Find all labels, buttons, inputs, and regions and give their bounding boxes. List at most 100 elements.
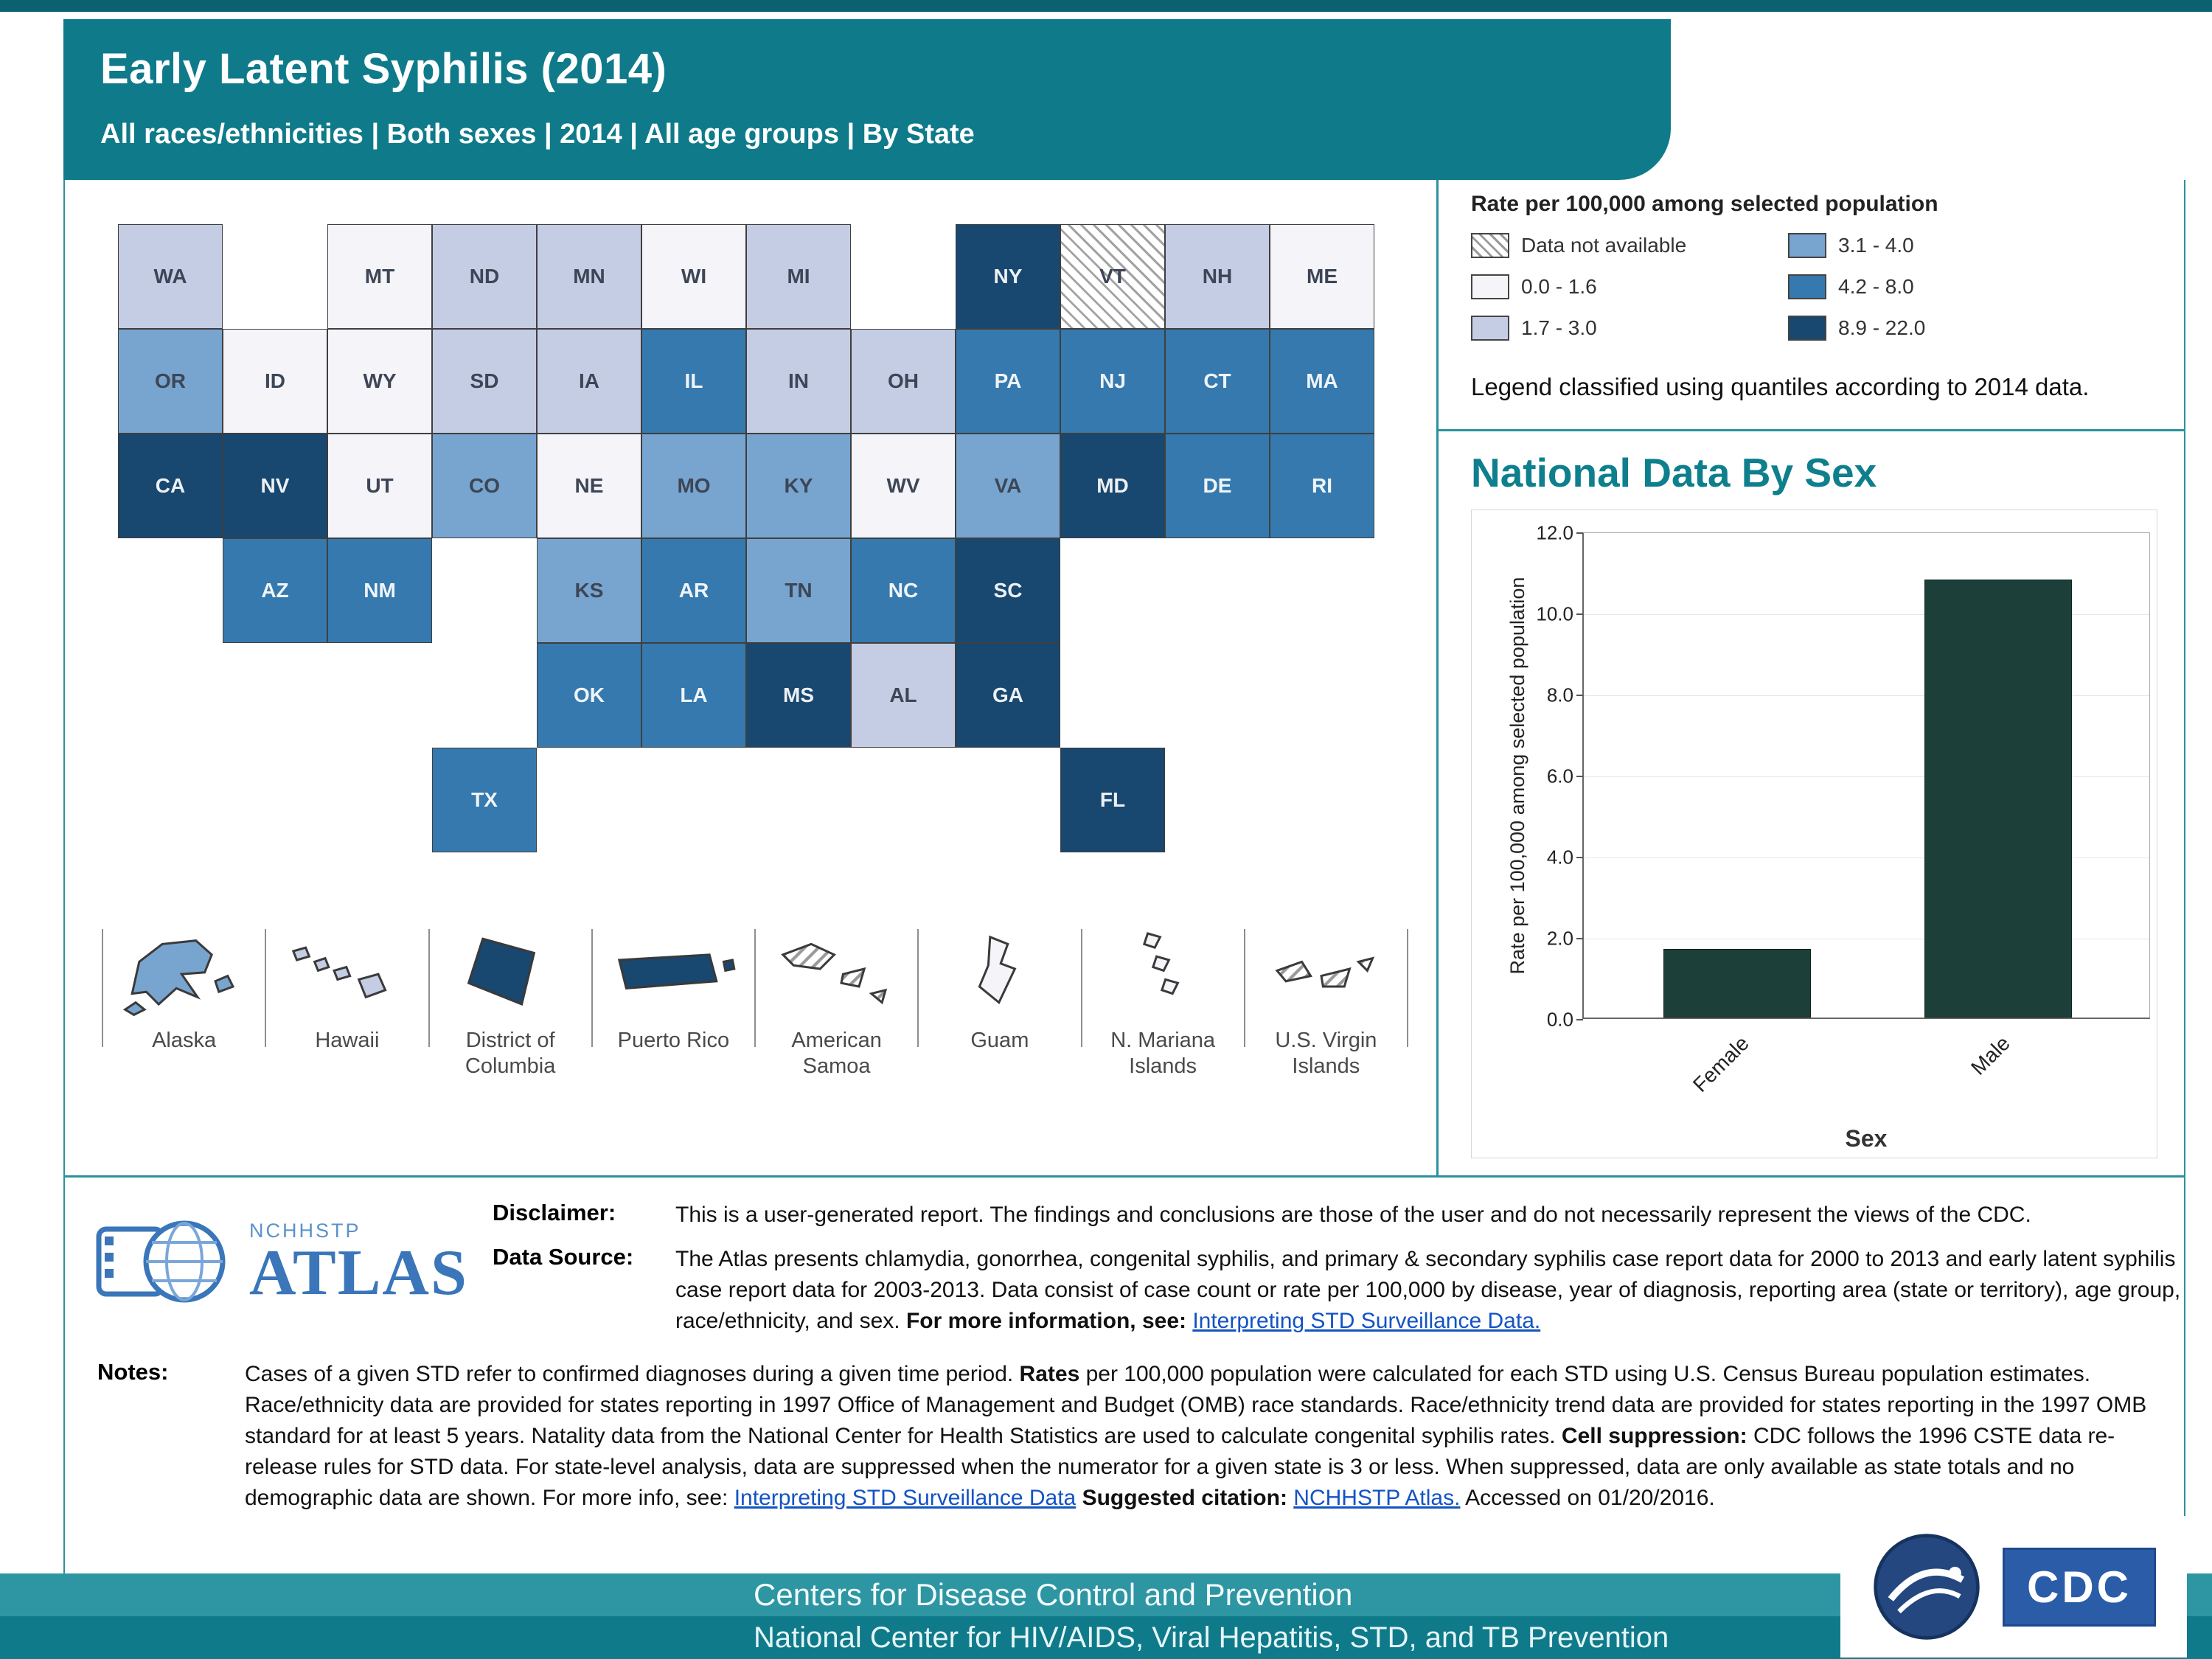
- atlas-logo-text: NCHHSTP ATLAS: [249, 1219, 468, 1309]
- text-link[interactable]: Interpreting STD Surveillance Data: [734, 1486, 1077, 1510]
- y-tick-label: 2.0: [1546, 927, 1573, 950]
- notes-label: Notes:: [97, 1359, 169, 1385]
- legend-label: 4.2 - 8.0: [1838, 275, 1914, 298]
- state-mo: MO: [641, 434, 746, 538]
- inset-shape-icon: [618, 953, 736, 990]
- report-body: WA MT ND MN WI MI NY VT NH ME OR ID WY SD IA IL IN OH PA NJ…: [63, 180, 2185, 1175]
- inset-divider: [1243, 929, 1245, 1047]
- state-va: VA: [956, 434, 1060, 538]
- state-la: LA: [641, 643, 746, 748]
- inset-shape-icon: [1275, 956, 1375, 988]
- atlas-logo-big-text: ATLAS: [249, 1237, 468, 1309]
- inset-shape-icon: [1143, 932, 1180, 995]
- inset-divider: [917, 929, 919, 1047]
- state-nd: ND: [432, 224, 537, 329]
- state-me: ME: [1270, 224, 1374, 329]
- legend-item: Data not available: [1471, 233, 1788, 258]
- state-nv: NV: [223, 434, 327, 538]
- state-nc: NC: [851, 538, 956, 643]
- inset-puerto-rico: Puerto Rico: [593, 917, 754, 1054]
- y-tick-label: 6.0: [1546, 765, 1573, 787]
- text-link[interactable]: NCHHSTP Atlas.: [1293, 1486, 1461, 1510]
- bold-text-segment: For more information, see:: [905, 1309, 1193, 1333]
- text-segment: Accessed on 01/20/2016.: [1460, 1486, 1715, 1510]
- legend-label: Data not available: [1521, 234, 1687, 257]
- report-filter-summary: All races/ethnicities | Both sexes | 201…: [100, 119, 975, 150]
- inset-u-s-virgin-islands: U.S. Virgin Islands: [1245, 917, 1407, 1080]
- state-vt: VT: [1060, 224, 1165, 329]
- state-az: AZ: [223, 538, 327, 643]
- inset-label: U.S. Virgin Islands: [1275, 1029, 1377, 1079]
- bar-female: [1663, 948, 1811, 1018]
- state-fl: FL: [1060, 748, 1165, 852]
- inset-label: Puerto Rico: [617, 1029, 730, 1052]
- y-tick-mark: [1576, 532, 1583, 534]
- atlas-logo-small-text: NCHHSTP: [249, 1219, 361, 1242]
- state-in: IN: [746, 329, 851, 434]
- x-tick-label: Female: [1688, 1032, 1753, 1096]
- inset-shape-icon: [978, 935, 1017, 1004]
- state-ct: CT: [1165, 329, 1270, 434]
- state-md: MD: [1060, 434, 1165, 538]
- info-rows: Disclaimer: This is a user-generated rep…: [493, 1200, 2181, 1337]
- y-tick-mark: [1576, 938, 1583, 939]
- legend-item: 3.1 - 4.0: [1788, 233, 2157, 258]
- state-sd: SD: [432, 329, 537, 434]
- footer-center-title: National Center for HIV/AIDS, Viral Hepa…: [754, 1621, 1669, 1654]
- gridline: [1584, 614, 2149, 615]
- x-tick-label: Male: [1966, 1032, 2015, 1079]
- state-al: AL: [851, 643, 956, 748]
- inset-divider: [265, 929, 267, 1047]
- inset-divider: [591, 929, 593, 1047]
- bold-text-segment: Suggested citation:: [1076, 1486, 1294, 1510]
- legend-label: 1.7 - 3.0: [1521, 316, 1597, 339]
- disclaimer-row: Disclaimer: This is a user-generated rep…: [493, 1200, 2181, 1231]
- state-tx: TX: [432, 748, 537, 852]
- section-divider: [1439, 429, 2184, 431]
- text-segment: Cases of a given STD refer to confirmed …: [245, 1362, 1020, 1386]
- plot-area: 0.0 2.0 4.0 6.0 8.0 10.0 12.0 Female Male: [1536, 522, 2150, 1096]
- map-panel: WA MT ND MN WI MI NY VT NH ME OR ID WY SD IA IL IN OH PA NJ…: [65, 180, 1436, 1175]
- inset-divider: [754, 929, 756, 1047]
- y-axis-label: Rate per 100,000 among selected populati…: [1506, 577, 1528, 975]
- y-tick-label: 8.0: [1546, 684, 1573, 706]
- state-sc: SC: [956, 538, 1060, 643]
- state-mt: MT: [327, 224, 432, 329]
- inset-label: Hawaii: [315, 1029, 380, 1052]
- state-ma: MA: [1270, 329, 1374, 434]
- state-ca: CA: [118, 434, 223, 538]
- inset-label: American Samoa: [791, 1029, 882, 1079]
- text-link[interactable]: Interpreting STD Surveillance Data.: [1192, 1309, 1541, 1333]
- inset-american-samoa: American Samoa: [756, 917, 917, 1080]
- legend-label: 0.0 - 1.6: [1521, 275, 1597, 298]
- inset-label: District of Columbia: [465, 1029, 556, 1079]
- legend-swatch: [1788, 233, 1826, 258]
- y-tick-label: 10.0: [1536, 602, 1573, 625]
- legend-swatch: [1788, 316, 1826, 341]
- y-tick-mark: [1576, 613, 1583, 615]
- disclaimer-text: This is a user-generated report. The fin…: [675, 1203, 2031, 1227]
- right-panel: Rate per 100,000 among selected populati…: [1436, 180, 2184, 1175]
- inset-shape-icon: [467, 937, 536, 1006]
- state-ia: IA: [537, 329, 641, 434]
- bar-male: [1924, 580, 2073, 1018]
- state-ms: MS: [746, 643, 851, 748]
- legend-swatch: [1788, 274, 1826, 299]
- state-ut: UT: [327, 434, 432, 538]
- state-oh: OH: [851, 329, 956, 434]
- state-pa: PA: [956, 329, 1060, 434]
- bold-text-segment: Cell suppression:: [1561, 1424, 1747, 1448]
- inset-district-of-columbia: District of Columbia: [430, 917, 591, 1080]
- inset-n-mariana-islands: N. Mariana Islands: [1082, 917, 1244, 1080]
- state-ga: GA: [956, 643, 1060, 748]
- footer-cdc-title: Centers for Disease Control and Preventi…: [754, 1577, 1353, 1612]
- inset-divider: [1407, 929, 1408, 1047]
- data-source-label: Data Source:: [493, 1244, 634, 1270]
- inset-label: N. Mariana Islands: [1110, 1029, 1216, 1079]
- state-ar: AR: [641, 538, 746, 643]
- chart-title: National Data By Sex: [1471, 450, 1877, 495]
- y-tick-mark: [1576, 1019, 1583, 1020]
- state-ks: KS: [537, 538, 641, 643]
- notes-text: Cases of a given STD refer to confirmed …: [245, 1359, 2162, 1514]
- inset-guam: Guam: [919, 917, 1080, 1054]
